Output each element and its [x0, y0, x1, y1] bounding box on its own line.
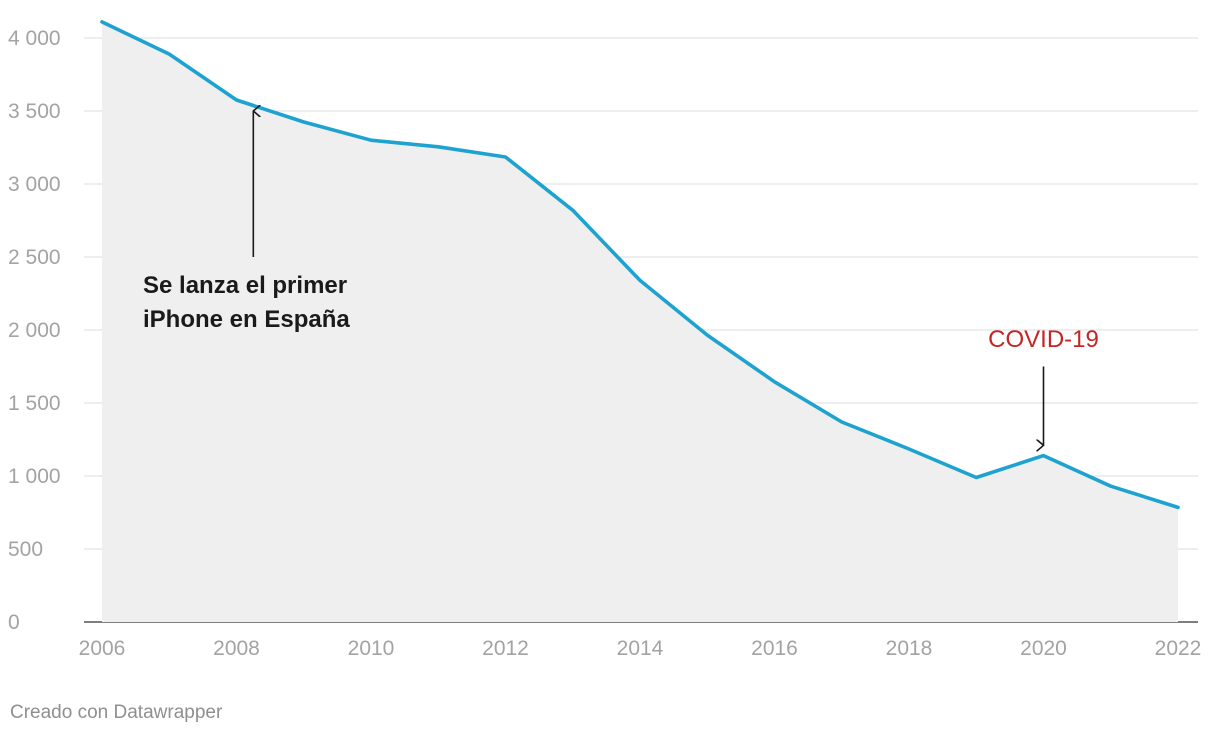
x-tick-label: 2010: [348, 637, 395, 660]
annotation-label: iPhone en España: [143, 306, 350, 333]
y-tick-label: 2 500: [8, 246, 61, 269]
series-line: [100, 20, 1180, 510]
y-tick-label: 3 500: [8, 100, 61, 123]
x-tick-label: 2006: [79, 637, 126, 660]
y-tick-label: 0: [8, 611, 20, 634]
x-tick-label: 2018: [886, 637, 933, 660]
x-tick-label: 2016: [751, 637, 798, 660]
line-area-chart: 0 500 1 000 1 500 2 000 2 500 3 000 3 500 4 000 2…: [8, 20, 1201, 660]
y-tick-label: 1 000: [8, 465, 61, 488]
y-tick-label: 3 000: [8, 173, 61, 196]
x-tick-label: 2008: [213, 637, 260, 660]
y-tick-label: 2 000: [8, 319, 61, 342]
y-tick-label: 500: [8, 538, 43, 561]
y-tick-label: 4 000: [8, 27, 61, 50]
x-tick-label: 2020: [1020, 637, 1067, 660]
area-fill: [102, 21, 1178, 622]
x-tick-label: 2022: [1155, 637, 1202, 660]
credit-text: Creado con Datawrapper: [10, 702, 223, 723]
x-tick-label: 2014: [617, 637, 664, 660]
axis-labels: 0 500 1 000 1 500 2 000 2 500 3 000 3 500 4 000 2…: [8, 27, 1201, 660]
y-tick-label: 1 500: [8, 392, 61, 415]
x-tick-label: 2012: [482, 637, 529, 660]
area-shape: [102, 21, 1178, 622]
annotation-label: COVID-19: [988, 326, 1099, 353]
annotations: Se lanza el primer iPhone en España COVID-…: [143, 111, 1099, 445]
annotation-label: Se lanza el primer: [143, 272, 347, 299]
